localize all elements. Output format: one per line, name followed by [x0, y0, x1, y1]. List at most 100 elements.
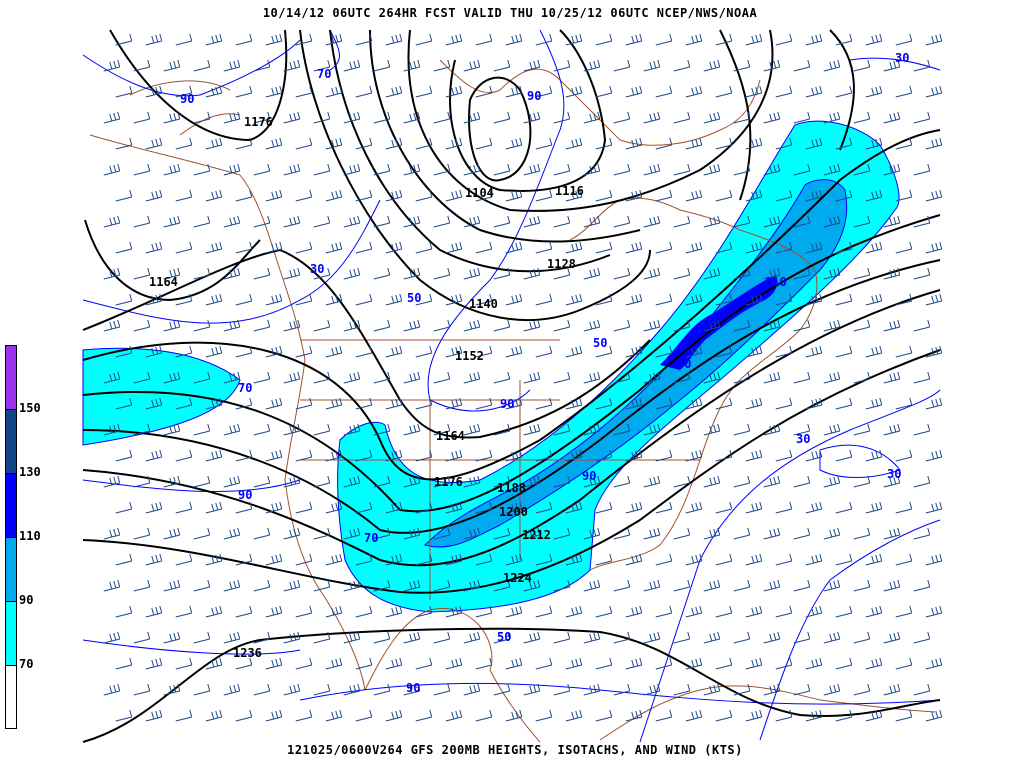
- wind-barb: [613, 163, 631, 176]
- wind-barb: [133, 631, 151, 644]
- wind-barb: [193, 267, 211, 280]
- wind-barb: [853, 267, 871, 280]
- wind-barb: [253, 111, 271, 124]
- wind-barb: [343, 683, 361, 696]
- wind-barb: [325, 293, 343, 306]
- wind-barb: [223, 215, 241, 228]
- wind-barb: [325, 241, 343, 254]
- wind-barb: [823, 111, 841, 124]
- wind-barb: [373, 215, 391, 228]
- wind-barb: [643, 631, 661, 644]
- wind-barb: [175, 293, 193, 306]
- wind-barb: [805, 189, 823, 202]
- wind-barb: [613, 527, 631, 540]
- isotach-label: 30: [796, 432, 810, 446]
- wind-barb: [595, 553, 613, 566]
- wind-barb: [343, 319, 361, 332]
- height-label: 1188: [497, 481, 526, 495]
- wind-barb: [505, 85, 523, 98]
- wind-barb: [763, 163, 781, 176]
- height-label: 1176: [244, 115, 273, 129]
- wind-barb: [313, 111, 331, 124]
- wind-barb: [445, 345, 463, 358]
- wind-barb: [325, 345, 343, 358]
- wind-barb: [175, 85, 193, 98]
- wind-barb: [133, 527, 151, 540]
- wind-barb: [643, 111, 661, 124]
- wind-barb: [145, 33, 163, 46]
- wind-barb: [463, 423, 481, 436]
- height-labels: 1176 1104 1116 1128 1164 1140 1152 1164 …: [149, 115, 584, 660]
- wind-barb: [385, 449, 403, 462]
- shade-90: [424, 179, 848, 548]
- wind-barb: [445, 241, 463, 254]
- wind-barb: [463, 475, 481, 488]
- wind-barb: [223, 579, 241, 592]
- wind-barb: [583, 59, 601, 72]
- wind-barb: [295, 657, 313, 670]
- wind-barb: [103, 683, 121, 696]
- wind-barb: [163, 59, 181, 72]
- wind-barb: [733, 631, 751, 644]
- wind-barb: [313, 59, 331, 72]
- wind-barb: [373, 163, 391, 176]
- wind-barb: [415, 605, 433, 618]
- wind-barb: [223, 371, 241, 384]
- wind-barb: [805, 241, 823, 254]
- wind-barb: [925, 449, 943, 462]
- wind-barb: [703, 319, 721, 332]
- wind-barb: [283, 59, 301, 72]
- wind-barb: [613, 579, 631, 592]
- wind-barb: [805, 137, 823, 150]
- wind-barb: [715, 33, 733, 46]
- height-label: 1164: [436, 429, 465, 443]
- isotach-label: 90: [406, 681, 420, 695]
- wind-barb: [493, 267, 511, 280]
- wind-barb: [415, 449, 433, 462]
- wind-barb: [865, 449, 883, 462]
- wind-barb: [553, 215, 571, 228]
- wind-barb: [793, 319, 811, 332]
- wind-barb: [805, 33, 823, 46]
- wind-barb: [133, 423, 151, 436]
- wind-barb: [925, 241, 943, 254]
- wind-barb: [523, 631, 541, 644]
- wind-barb: [583, 267, 601, 280]
- wind-barb: [505, 189, 523, 202]
- wind-barb: [775, 293, 793, 306]
- wind-barb: [355, 657, 373, 670]
- wind-barb: [805, 449, 823, 462]
- wind-barb: [403, 527, 421, 540]
- wind-barb: [493, 163, 511, 176]
- wind-barb: [403, 371, 421, 384]
- wind-barb: [385, 605, 403, 618]
- wind-barb: [685, 189, 703, 202]
- wind-barb: [313, 267, 331, 280]
- wind-barb: [685, 293, 703, 306]
- wind-barb: [745, 605, 763, 618]
- wind-barb: [703, 683, 721, 696]
- wind-barb: [313, 215, 331, 228]
- wind-barb: [565, 33, 583, 46]
- wind-barb: [595, 189, 613, 202]
- isotach-label: 70: [238, 381, 252, 395]
- wind-barb: [505, 553, 523, 566]
- wind-barb: [685, 33, 703, 46]
- isotach-label: 50: [497, 630, 511, 644]
- wind-barb: [493, 475, 511, 488]
- isotach-label: 90: [180, 92, 194, 106]
- wind-barb: [625, 33, 643, 46]
- wind-barb: [283, 163, 301, 176]
- wind-barb: [193, 423, 211, 436]
- legend-swatch-150-plus: [5, 345, 17, 410]
- wind-barb: [865, 657, 883, 670]
- wind-barb: [343, 267, 361, 280]
- wind-barb: [853, 475, 871, 488]
- legend-label: 70: [19, 657, 34, 671]
- wind-barb: [145, 189, 163, 202]
- wind-barb: [595, 241, 613, 254]
- wind-barb: [643, 319, 661, 332]
- wind-barb: [373, 631, 391, 644]
- wind-barb: [205, 553, 223, 566]
